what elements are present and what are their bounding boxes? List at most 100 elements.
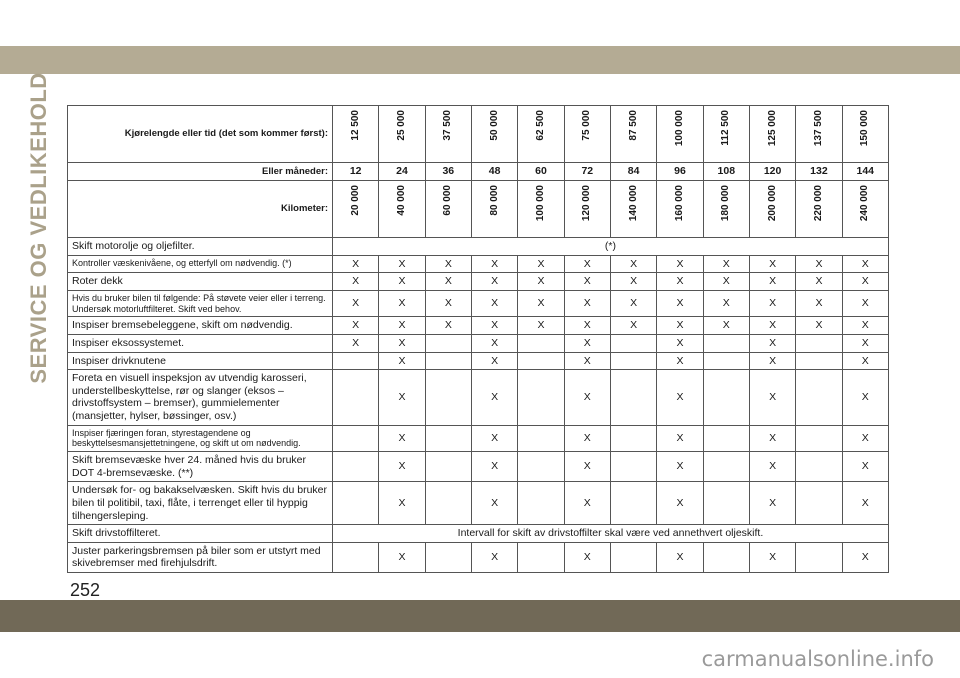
schedule-mark: X <box>748 333 797 353</box>
km-value: 40 000 <box>395 185 407 216</box>
schedule-mark <box>331 369 380 426</box>
schedule-mark: X <box>470 451 519 483</box>
schedule-mark: X <box>841 272 889 291</box>
schedule-mark: X <box>748 369 797 426</box>
km-value: 240 000 <box>859 185 871 222</box>
header-row-mileage: Kjørelengde eller tid (det som kommer fø… <box>67 105 889 163</box>
schedule-mark <box>795 424 843 453</box>
table-row: Juster parkeringsbremsen på biler som er… <box>67 541 889 573</box>
km-header-cell: 240 000 <box>841 180 889 238</box>
schedule-mark: X <box>702 316 750 335</box>
schedule-mark: X <box>841 424 889 453</box>
task-label: Inspiser drivknutene <box>67 351 333 371</box>
schedule-mark <box>609 369 658 426</box>
table-row: Inspiser bremsebeleggene, skift om nødve… <box>67 316 889 335</box>
schedule-mark <box>424 424 472 453</box>
schedule-mark: X <box>378 351 426 371</box>
schedule-mark: X <box>424 254 472 274</box>
schedule-mark <box>517 351 565 371</box>
mileage-value: 87 500 <box>627 110 639 141</box>
km-value: 60 000 <box>442 185 454 216</box>
task-label: Inspiser fjæringen foran, styrestagenden… <box>67 424 333 453</box>
km-header-cell: 200 000 <box>748 180 797 238</box>
km-header-cell: 60 000 <box>424 180 472 238</box>
schedule-mark <box>517 369 565 426</box>
schedule-mark <box>609 351 658 371</box>
km-value: 100 000 <box>534 185 546 222</box>
schedule-mark: X <box>656 451 704 483</box>
schedule-mark <box>517 481 565 526</box>
header-row-kilometer: Kilometer: 20 000 40 000 60 000 80 000 100 00… <box>67 180 889 238</box>
mileage-header-cell: 12 500 <box>331 105 380 163</box>
schedule-mark: X <box>841 481 889 526</box>
schedule-mark: X <box>841 316 889 335</box>
schedule-mark <box>331 424 380 453</box>
schedule-mark: X <box>378 254 426 274</box>
schedule-mark <box>795 541 843 573</box>
schedule-mark: X <box>378 333 426 353</box>
schedule-mark: X <box>470 289 519 318</box>
schedule-mark: X <box>656 424 704 453</box>
schedule-mark: X <box>378 451 426 483</box>
task-label: Skift drivstoffilteret. <box>67 524 333 543</box>
table-row: Hvis du bruker bilen til følgende: På st… <box>67 289 889 318</box>
schedule-mark <box>795 333 843 353</box>
km-header-cell: 220 000 <box>795 180 843 238</box>
schedule-mark: X <box>470 481 519 526</box>
schedule-mark: X <box>378 289 426 318</box>
schedule-mark: X <box>656 272 704 291</box>
schedule-mark <box>702 369 750 426</box>
km-label: Kilometer: <box>67 180 333 238</box>
km-value: 20 000 <box>349 185 361 216</box>
schedule-mark <box>702 351 750 371</box>
mileage-header-cell: 150 000 <box>841 105 889 163</box>
schedule-mark: X <box>841 333 889 353</box>
table-row: Roter dekk X X X X X X X X X X X X <box>67 272 889 291</box>
months-value: 132 <box>795 162 843 181</box>
schedule-mark: X <box>656 351 704 371</box>
schedule-mark <box>424 333 472 353</box>
km-header-cell: 20 000 <box>331 180 380 238</box>
schedule-mark: X <box>748 272 797 291</box>
schedule-mark: X <box>609 272 658 291</box>
schedule-mark <box>795 351 843 371</box>
task-label: Hvis du bruker bilen til følgende: På st… <box>67 289 333 318</box>
schedule-mark: X <box>795 316 843 335</box>
schedule-mark <box>609 541 658 573</box>
schedule-mark <box>331 451 380 483</box>
schedule-mark: X <box>841 369 889 426</box>
schedule-mark: X <box>563 541 611 573</box>
months-value: 36 <box>424 162 472 181</box>
schedule-mark: X <box>748 254 797 274</box>
task-label: Skift motorolje og oljefilter. <box>67 237 333 256</box>
schedule-mark: X <box>331 289 380 318</box>
schedule-mark <box>702 424 750 453</box>
km-value: 220 000 <box>812 185 824 222</box>
km-value: 200 000 <box>766 185 778 222</box>
km-header-cell: 140 000 <box>609 180 658 238</box>
schedule-mark <box>424 451 472 483</box>
schedule-mark <box>702 333 750 353</box>
mileage-value: 75 000 <box>581 110 593 141</box>
header-row-months: Eller måneder: 12 24 36 48 60 72 84 96 108 120 132 1… <box>67 162 889 181</box>
schedule-mark <box>795 451 843 483</box>
schedule-mark <box>331 481 380 526</box>
table-row: Inspiser drivknutene X X X X X X <box>67 351 889 371</box>
schedule-mark <box>424 541 472 573</box>
schedule-mark <box>795 481 843 526</box>
schedule-mark <box>517 541 565 573</box>
months-value: 72 <box>563 162 611 181</box>
km-value: 160 000 <box>673 185 685 222</box>
months-value: 84 <box>609 162 658 181</box>
schedule-mark <box>517 333 565 353</box>
schedule-mark <box>517 424 565 453</box>
schedule-mark: X <box>795 289 843 318</box>
table-row: Inspiser eksossystemet. X X X X X X X <box>67 333 889 353</box>
table-row: Skift drivstoffilteret. Intervall for ski… <box>67 524 889 543</box>
schedule-mark: X <box>748 451 797 483</box>
task-label: Undersøk for- og bakakselvæsken. Skift h… <box>67 481 333 526</box>
km-value: 80 000 <box>488 185 500 216</box>
section-side-title: SERVICE OG VEDLIKEHOLD <box>26 72 52 383</box>
mileage-value: 137 500 <box>812 110 824 147</box>
schedule-mark: X <box>424 272 472 291</box>
